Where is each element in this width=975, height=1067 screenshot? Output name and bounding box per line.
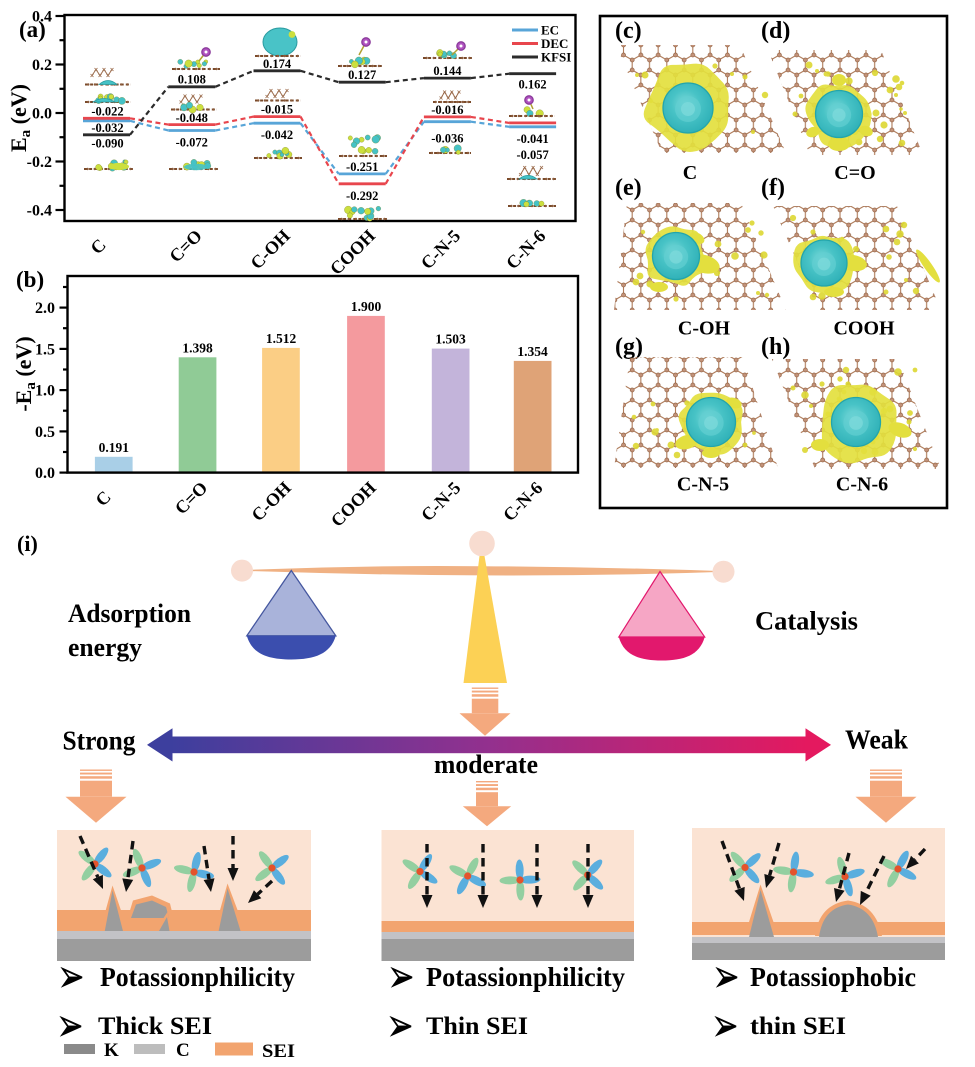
svg-text:-Ea (eV): -Ea (eV) [11, 336, 39, 411]
svg-text:(i): (i) [17, 531, 38, 556]
svg-text:COOH: COOH [327, 478, 380, 531]
svg-text:C=O: C=O [834, 162, 875, 184]
svg-text:0.0: 0.0 [35, 465, 55, 482]
svg-text:2.0: 2.0 [35, 300, 55, 317]
svg-text:-0.2: -0.2 [27, 154, 52, 171]
svg-text:0.191: 0.191 [99, 440, 130, 455]
svg-text:(c): (c) [615, 18, 642, 44]
svg-text:-0.090: -0.090 [91, 137, 123, 151]
svg-text:C: C [91, 487, 114, 510]
svg-text:0.2: 0.2 [32, 57, 52, 74]
svg-text:(b): (b) [16, 267, 44, 292]
svg-text:energy: energy [68, 633, 142, 662]
svg-text:-0.4: -0.4 [27, 203, 52, 220]
svg-text:C: C [86, 235, 109, 258]
svg-text:-0.022: -0.022 [91, 105, 123, 119]
svg-text:Potassionphilicity: Potassionphilicity [426, 962, 625, 992]
svg-text:K: K [104, 1040, 119, 1061]
svg-text:KFSI: KFSI [541, 50, 571, 65]
svg-text:0.0: 0.0 [32, 106, 52, 123]
svg-text:-0.016: -0.016 [431, 103, 463, 117]
svg-text:Ea (eV): Ea (eV) [6, 84, 34, 152]
svg-text:-0.292: -0.292 [346, 189, 378, 203]
svg-text:C-OH: C-OH [246, 226, 293, 273]
svg-text:C-N-6: C-N-6 [836, 474, 888, 496]
svg-text:(f): (f) [761, 175, 785, 201]
svg-text:-0.057: -0.057 [516, 148, 548, 162]
svg-text:-0.032: -0.032 [91, 121, 123, 135]
svg-text:COOH: COOH [833, 318, 895, 340]
svg-text:-0.036: -0.036 [431, 132, 463, 146]
svg-text:Potassiophobic: Potassiophobic [750, 962, 916, 992]
svg-text:-0.041: -0.041 [516, 132, 548, 146]
svg-text:(e): (e) [615, 175, 642, 201]
svg-text:1.0: 1.0 [35, 383, 55, 400]
svg-text:1.5: 1.5 [35, 341, 55, 358]
svg-text:DEC: DEC [541, 36, 568, 51]
svg-text:COOH: COOH [326, 226, 379, 279]
svg-text:1.503: 1.503 [435, 332, 466, 347]
svg-text:C-N-6: C-N-6 [499, 478, 546, 525]
svg-text:0.108: 0.108 [178, 73, 206, 87]
svg-text:Adsorption: Adsorption [68, 599, 192, 628]
svg-text:C-N-5: C-N-5 [417, 478, 464, 525]
svg-text:Potassionphilicity: Potassionphilicity [100, 962, 295, 992]
svg-text:SEI: SEI [262, 1041, 295, 1062]
svg-text:(g): (g) [615, 334, 643, 360]
svg-text:Weak: Weak [845, 725, 908, 755]
svg-text:0.162: 0.162 [519, 78, 547, 92]
svg-text:-0.015: -0.015 [261, 103, 293, 117]
svg-text:C-OH: C-OH [247, 478, 294, 525]
svg-text:1.398: 1.398 [182, 340, 213, 355]
svg-text:-0.042: -0.042 [261, 128, 293, 142]
svg-text:Thin SEI: Thin SEI [426, 1013, 528, 1040]
svg-text:0.4: 0.4 [32, 9, 52, 26]
svg-text:Catalysis: Catalysis [755, 607, 858, 636]
svg-text:moderate: moderate [434, 750, 538, 779]
svg-text:(d): (d) [761, 18, 790, 44]
svg-text:C-OH: C-OH [678, 318, 731, 340]
svg-text:(h): (h) [761, 334, 790, 360]
svg-text:0.144: 0.144 [433, 64, 462, 78]
svg-text:EC: EC [541, 23, 559, 38]
svg-text:0.174: 0.174 [263, 57, 292, 71]
svg-text:1.900: 1.900 [351, 299, 382, 314]
svg-text:0.127: 0.127 [348, 68, 376, 82]
svg-text:C=O: C=O [171, 478, 211, 518]
svg-text:1.354: 1.354 [517, 344, 548, 359]
svg-text:-0.048: -0.048 [176, 111, 208, 125]
svg-text:thin SEI: thin SEI [750, 1013, 846, 1040]
svg-text:(a): (a) [19, 17, 46, 42]
svg-text:C=O: C=O [165, 226, 205, 266]
svg-text:1.512: 1.512 [266, 331, 297, 346]
svg-text:-0.072: -0.072 [176, 136, 208, 150]
svg-text:Strong: Strong [63, 726, 136, 756]
svg-text:C-N-5: C-N-5 [417, 226, 464, 273]
svg-text:C-N-6: C-N-6 [502, 226, 549, 273]
svg-text:C-N-5: C-N-5 [677, 474, 729, 496]
svg-text:C: C [176, 1040, 190, 1061]
svg-text:0.5: 0.5 [35, 424, 55, 441]
svg-text:-0.251: -0.251 [346, 160, 378, 174]
svg-text:Thick SEI: Thick SEI [98, 1013, 212, 1040]
svg-text:C: C [683, 162, 697, 184]
